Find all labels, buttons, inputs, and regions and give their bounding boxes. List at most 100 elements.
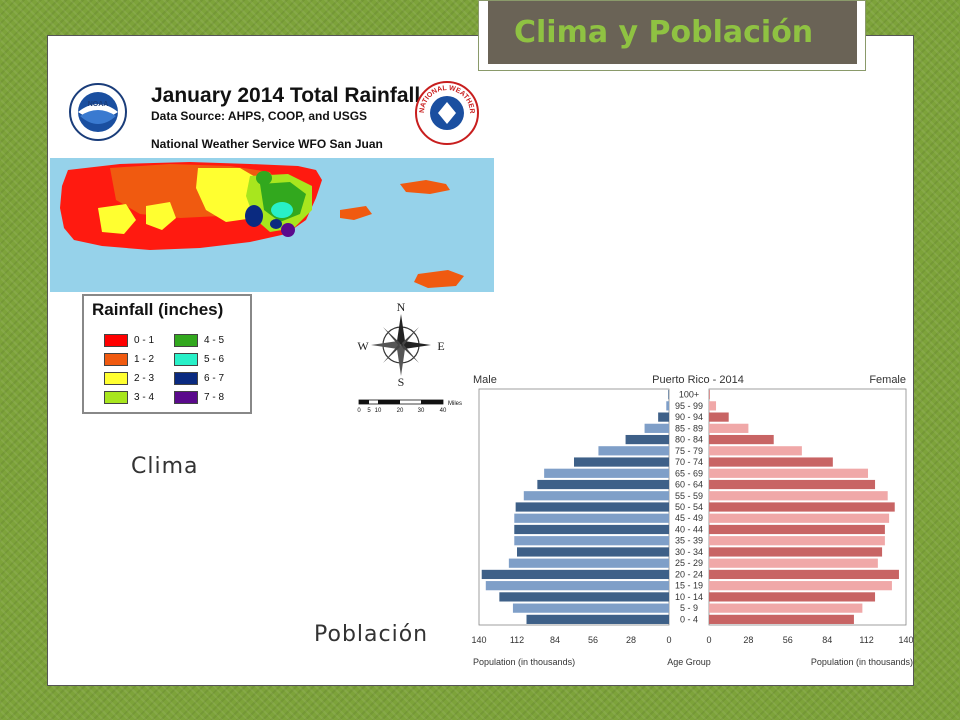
- female-bar: [709, 558, 878, 568]
- legend-title: Rainfall (inches): [92, 300, 224, 319]
- map-office: National Weather Service WFO San Juan: [151, 137, 383, 151]
- male-bar: [485, 581, 669, 591]
- male-bar: [658, 412, 669, 422]
- x-tick-label: 56: [783, 635, 793, 645]
- title-banner: Clima y Población: [488, 1, 857, 64]
- age-group-label: 45 - 49: [675, 513, 703, 523]
- x-tick-label: 28: [743, 635, 753, 645]
- male-bar: [644, 423, 669, 433]
- age-group-label: 30 - 34: [675, 547, 703, 557]
- age-group-label: 90 - 94: [675, 412, 703, 422]
- legend-swatch: [174, 352, 198, 366]
- male-bar: [526, 614, 669, 624]
- legend-swatch: [174, 390, 198, 404]
- male-bar: [625, 434, 669, 445]
- map-title: January 2014 Total Rainfall: [151, 84, 421, 107]
- age-group-label: 35 - 39: [675, 536, 703, 546]
- age-group-label: 60 - 64: [675, 480, 703, 490]
- female-bar: [709, 479, 876, 490]
- age-group-label: 0 - 4: [680, 614, 698, 624]
- noaa-logo-icon: NOAA: [69, 83, 127, 141]
- population-pyramid-chart: Male Puerto Rico - 2014 Female 100+95 - …: [471, 374, 913, 667]
- scale-bar: 0 5 10 20 30 40 Miles: [357, 399, 462, 414]
- female-bar: [709, 536, 885, 546]
- x-tick-label: 140: [471, 635, 486, 645]
- male-bar: [499, 592, 669, 602]
- x-axis-label-right: Population (in thousands): [811, 657, 913, 667]
- age-group-label: 5 - 9: [680, 603, 698, 613]
- age-group-label: 10 - 14: [675, 592, 703, 602]
- age-group-label: 20 - 24: [675, 569, 703, 579]
- x-tick-label: 84: [550, 635, 560, 645]
- x-tick-label: 0: [666, 635, 671, 645]
- x-tick-label: 112: [510, 635, 524, 645]
- female-bar: [709, 524, 885, 535]
- svg-text:30: 30: [418, 408, 425, 414]
- female-bar: [709, 457, 833, 467]
- x-axis-label-center: Age Group: [667, 657, 711, 667]
- legend-item: 5 - 6: [174, 351, 224, 367]
- age-group-label: 25 - 29: [675, 558, 703, 568]
- svg-text:NOAA: NOAA: [88, 101, 109, 108]
- svg-text:20: 20: [397, 408, 404, 414]
- age-group-label: 65 - 69: [675, 468, 703, 478]
- male-bar: [515, 502, 669, 512]
- x-tick-label: 0: [706, 635, 711, 645]
- svg-text:E: E: [437, 339, 444, 353]
- legend-swatch: [174, 333, 198, 347]
- age-group-label: 15 - 19: [675, 581, 703, 591]
- female-bar: [709, 434, 774, 445]
- bars-group: [481, 390, 899, 624]
- clima-label: Clima: [131, 454, 199, 479]
- male-bar: [514, 524, 669, 535]
- x-tick-label: 84: [822, 635, 832, 645]
- legend-item: 0 - 1: [104, 332, 154, 348]
- male-bar: [666, 401, 669, 411]
- legend-item: 4 - 5: [174, 332, 224, 348]
- legend-item: 3 - 4: [104, 389, 154, 405]
- male-bar: [537, 479, 669, 490]
- male-bar: [544, 468, 669, 478]
- legend-swatch: [104, 333, 128, 347]
- female-bar: [709, 390, 710, 400]
- age-group-label: 55 - 59: [675, 491, 703, 501]
- male-bar: [512, 603, 669, 613]
- svg-text:0: 0: [357, 408, 361, 414]
- female-bar: [709, 446, 802, 456]
- svg-text:40: 40: [440, 408, 447, 414]
- age-group-label: 100+: [679, 390, 699, 400]
- female-bar: [709, 569, 899, 580]
- male-bar: [514, 513, 669, 523]
- male-bar: [598, 446, 669, 456]
- map-source: Data Source: AHPS, COOP, and USGS: [151, 109, 368, 123]
- female-bar: [709, 423, 749, 433]
- x-tick-label: 56: [588, 635, 598, 645]
- male-bar: [481, 569, 669, 580]
- male-bar: [574, 457, 669, 467]
- legend-item: 2 - 3: [104, 370, 154, 386]
- rainfall-map: [60, 162, 464, 288]
- age-group-label: 40 - 44: [675, 524, 703, 534]
- x-tick-label: 28: [626, 635, 636, 645]
- legend-swatch: [104, 371, 128, 385]
- male-bar: [508, 558, 669, 568]
- male-bar: [523, 491, 669, 501]
- age-group-label: 85 - 89: [675, 423, 703, 433]
- age-group-label: 95 - 99: [675, 401, 703, 411]
- female-bar: [709, 547, 883, 557]
- female-bar: [709, 614, 854, 624]
- svg-text:10: 10: [375, 408, 382, 414]
- x-axis-label-left: Population (in thousands): [473, 657, 575, 667]
- male-bar: [668, 390, 669, 400]
- svg-text:N: N: [397, 300, 406, 314]
- female-bar: [709, 491, 888, 501]
- nws-logo-icon: NATIONAL WEATHER SERVICE: [414, 80, 479, 145]
- male-bar: [514, 536, 669, 546]
- poblacion-label: Población: [314, 622, 429, 647]
- female-bar: [709, 513, 890, 523]
- female-bar: [709, 502, 895, 512]
- x-ticks: 140 112 84 56 28 0 0 28 56 84 112 140: [471, 635, 913, 645]
- age-group-label: 70 - 74: [675, 457, 703, 467]
- age-group-label: 80 - 84: [675, 435, 703, 445]
